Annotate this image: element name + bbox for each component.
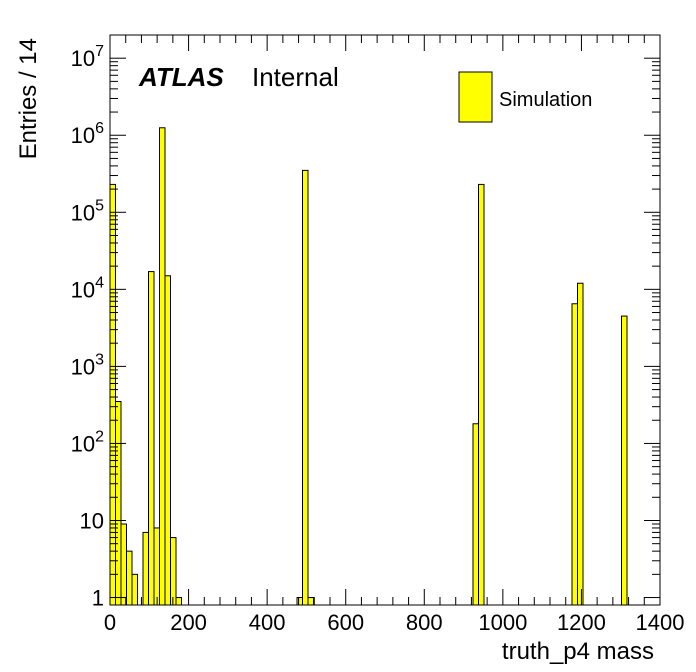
histogram-bin (621, 315, 628, 606)
histogram-bin (164, 275, 171, 606)
x-tick-label: 0 (104, 610, 116, 635)
legend-label-simulation: Simulation (499, 89, 592, 111)
y-tick-label: 102 (71, 428, 104, 456)
histogram-bin (120, 523, 127, 606)
histogram-bin (175, 597, 182, 606)
histogram-bin (109, 183, 116, 606)
histogram-bin (159, 127, 166, 606)
histogram-bin (571, 303, 578, 606)
x-tick-label: 200 (170, 610, 207, 635)
y-tick-label: 104 (71, 274, 104, 302)
histogram-bin (148, 271, 155, 606)
y-tick-labels: 1 10 102 103 104 105 106 107 (71, 43, 104, 610)
x-axis-title: truth_p4 mass (502, 638, 654, 665)
y-axis-title: Entries / 14 (15, 38, 42, 159)
histogram-bin (153, 527, 160, 606)
legend: Simulation (458, 71, 592, 123)
histogram-bin (115, 401, 122, 606)
x-tick-labels: 0 200 400 600 800 1000 1200 1400 (104, 610, 685, 635)
histogram-bin (126, 550, 133, 606)
histogram-bin (577, 282, 584, 606)
x-tick-label: 1000 (478, 610, 527, 635)
x-tick-label: 800 (406, 610, 443, 635)
histogram-bin (131, 573, 138, 606)
x-tick-label: 600 (327, 610, 364, 635)
histogram-bin (170, 537, 177, 606)
histogram-bin (296, 597, 303, 606)
y-tick-label: 107 (71, 43, 104, 71)
y-tick-label: 105 (71, 197, 104, 225)
y-tick-label: 10 (80, 508, 104, 533)
y-tick-label: 106 (71, 120, 104, 148)
legend-swatch-simulation (458, 71, 493, 123)
internal-label: Internal (252, 62, 339, 92)
histogram-bin (302, 169, 309, 606)
atlas-label: ATLAS (138, 62, 224, 92)
x-tick-label: 400 (249, 610, 286, 635)
histogram-bins (109, 127, 628, 606)
histogram-bin (478, 183, 485, 606)
histogram-bin (142, 531, 149, 606)
x-tick-label: 1400 (636, 610, 685, 635)
axis-ticks (109, 34, 661, 605)
y-tick-label: 103 (71, 351, 104, 379)
histogram-bin (307, 597, 314, 606)
histogram-bin (472, 423, 479, 606)
y-tick-label: 1 (92, 586, 104, 611)
x-tick-label: 1200 (557, 610, 606, 635)
